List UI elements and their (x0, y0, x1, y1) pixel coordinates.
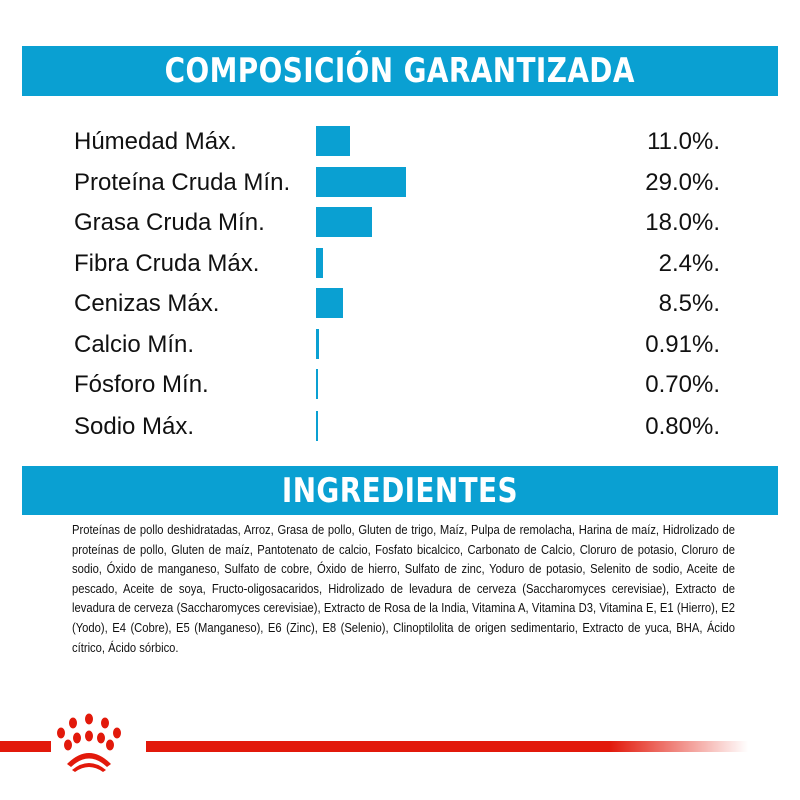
nutrient-bar (316, 329, 319, 359)
brand-stripe-right (146, 741, 748, 752)
composition-row: Grasa Cruda Mín. 18.0%. (0, 204, 800, 244)
nutrient-label: Grasa Cruda Mín. (74, 209, 265, 236)
nutrient-label: Húmedad Máx. (74, 128, 237, 155)
nutrient-bar (316, 207, 373, 237)
composition-row: Fósforo Mín. 0.70%. (0, 366, 800, 406)
nutrient-value: 0.70%. (645, 371, 720, 398)
ingredients-banner: INGREDIENTES (22, 466, 778, 515)
nutrient-value: 0.80%. (645, 413, 720, 440)
nutrient-value: 2.4%. (658, 250, 720, 277)
ingredients-text: Proteínas de pollo deshidratadas, Arroz,… (72, 522, 735, 655)
nutrient-bar (316, 248, 324, 278)
composition-row: Fibra Cruda Máx. 2.4%. (0, 245, 800, 285)
nutrient-bar (316, 126, 351, 156)
nutrient-value: 18.0%. (645, 209, 720, 236)
ingredients-title: INGREDIENTES (281, 471, 519, 511)
nutrient-value: 8.5%. (658, 290, 720, 317)
nutrient-bar (316, 369, 319, 399)
nutrient-label: Proteína Cruda Mín. (74, 169, 291, 196)
nutrient-bar (316, 167, 407, 197)
composition-row: Sodio Máx. 0.80%. (0, 408, 800, 448)
composition-row: Proteína Cruda Mín. 29.0%. (0, 164, 800, 204)
nutrient-label: Cenizas Máx. (74, 290, 220, 317)
nutrient-bar (316, 411, 319, 441)
royal-canin-crown-icon (57, 713, 121, 772)
nutrient-value: 0.91%. (645, 331, 720, 358)
composition-banner: COMPOSICIÓN GARANTIZADA (22, 46, 778, 96)
nutrient-label: Fósforo Mín. (74, 371, 209, 398)
nutrient-label: Sodio Máx. (74, 413, 195, 440)
nutrient-value: 11.0%. (647, 128, 720, 155)
composition-row: Cenizas Máx. 8.5%. (0, 285, 800, 325)
composition-row: Húmedad Máx. 11.0%. (0, 123, 800, 163)
nutrient-bar (316, 288, 343, 318)
ingredients-section: Proteínas de pollo deshidratadas, Arroz,… (72, 520, 735, 657)
composition-title: COMPOSICIÓN GARANTIZADA (164, 51, 636, 91)
nutrient-value: 29.0%. (645, 169, 720, 196)
composition-row: Calcio Mín. 0.91%. (0, 326, 800, 366)
brand-stripe-left (0, 741, 51, 752)
nutrient-label: Calcio Mín. (74, 331, 195, 358)
nutrient-label: Fibra Cruda Máx. (74, 250, 260, 277)
